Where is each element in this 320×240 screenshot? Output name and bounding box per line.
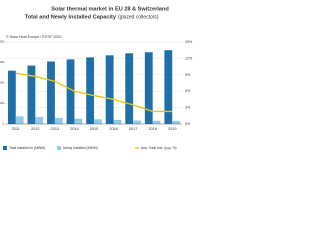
x-tick-label: 2017	[129, 127, 137, 131]
x-tick-label: 2011	[12, 127, 20, 131]
y2ticks-label: 9%	[185, 73, 191, 77]
bar	[66, 59, 75, 124]
chart-subtitle-note: (glazed collectors)	[118, 14, 159, 20]
chart-title: Solar thermal market in EU 28 & Switzerl…	[51, 6, 169, 12]
line	[15, 72, 173, 113]
chart-subtitle: Total and Newly Installed Capacity	[25, 14, 117, 20]
source: © Solar Heat Europe / ESTIF 2020	[6, 35, 61, 39]
y2ticks-label: 0%	[185, 122, 191, 126]
bar	[7, 70, 16, 124]
bar	[94, 119, 102, 124]
bar	[54, 117, 63, 124]
y2ticks-label: 3%	[185, 106, 191, 110]
x-tick-label: 2018	[148, 127, 156, 131]
bar	[86, 57, 94, 124]
legend-label: Newly installed (MWth)	[63, 146, 98, 150]
bar	[133, 120, 141, 124]
bar	[144, 52, 153, 124]
bar	[164, 50, 173, 125]
y-tick-label: 10,000	[0, 102, 5, 105]
chart: Solar thermal market in EU 28 & Switzerl…	[0, 6, 193, 150]
x-tick-label: 2015	[90, 127, 98, 131]
y-tick-label: 40,000	[0, 41, 5, 44]
x-tick-label: 2016	[109, 127, 117, 131]
y-tick-label: 20,000	[0, 82, 5, 85]
bar	[152, 120, 161, 124]
y2ticks-label: 6%	[185, 89, 191, 93]
y2ticks-label: 12%	[185, 56, 193, 60]
y-tick-label: 0	[3, 123, 5, 126]
legend-label: Ann. Total Incr. (yoy, %)	[141, 146, 177, 150]
x-tick-label: 2014	[70, 127, 78, 131]
y-tick-label: 30,000	[0, 61, 5, 64]
bar	[172, 120, 181, 124]
bar	[35, 117, 44, 124]
legend-swatch	[3, 146, 7, 150]
bar	[47, 61, 55, 124]
y2ticks-label: 15%	[185, 40, 193, 44]
x-tick-label: 2019	[168, 127, 176, 131]
bar	[27, 65, 36, 124]
bar	[125, 53, 134, 124]
bar	[105, 55, 114, 125]
bar	[15, 116, 24, 124]
x-tick-label: 2013	[51, 127, 59, 131]
legend-swatch	[57, 146, 61, 150]
bar	[113, 119, 122, 124]
x-tick-label: 2012	[31, 127, 39, 131]
bar	[74, 118, 83, 124]
legend-label: Total installed in (MWth)	[9, 146, 45, 150]
